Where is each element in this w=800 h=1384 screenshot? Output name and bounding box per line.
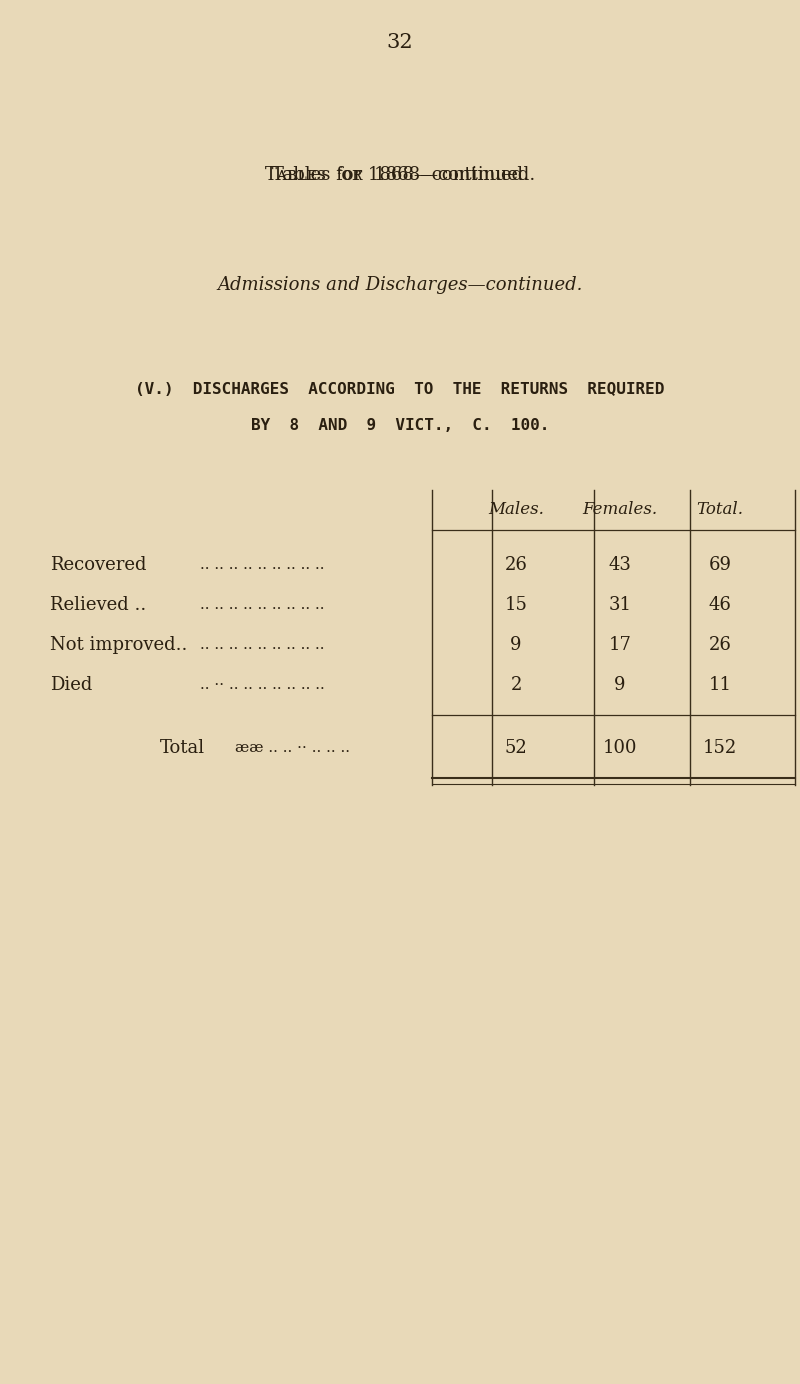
Text: Relieved ..: Relieved ..: [50, 597, 146, 614]
Text: 9: 9: [614, 675, 626, 693]
Text: .. ·· .. .. .. .. .. .. ..: .. ·· .. .. .. .. .. .. ..: [200, 678, 325, 692]
Text: .. .. .. .. .. .. .. .. ..: .. .. .. .. .. .. .. .. ..: [200, 558, 325, 572]
Text: 26: 26: [709, 637, 731, 655]
Text: 9: 9: [510, 637, 522, 655]
Text: .. .. .. .. .. .. .. .. ..: .. .. .. .. .. .. .. .. ..: [200, 638, 325, 652]
Text: (V.)  DISCHARGES  ACCORDING  TO  THE  RETURNS  REQUIRED: (V.) DISCHARGES ACCORDING TO THE RETURNS…: [135, 382, 665, 397]
Text: 11: 11: [709, 675, 731, 693]
Text: 32: 32: [386, 32, 414, 51]
Text: Admissions and Discharges—continued.: Admissions and Discharges—continued.: [218, 275, 582, 293]
Text: BY  8  AND  9  VICT.,  C.  100.: BY 8 AND 9 VICT., C. 100.: [251, 418, 549, 432]
Text: Total: Total: [160, 739, 205, 757]
Text: 2: 2: [510, 675, 522, 693]
Text: 26: 26: [505, 556, 527, 574]
Text: ææ .. .. ·· .. .. ..: ææ .. .. ·· .. .. ..: [235, 740, 350, 756]
Text: 31: 31: [609, 597, 631, 614]
Text: Total.: Total.: [697, 501, 743, 519]
Text: Died: Died: [50, 675, 92, 693]
Text: 100: 100: [602, 739, 638, 757]
Text: Tables for 1868—continued.: Tables for 1868—continued.: [271, 166, 529, 184]
Text: 69: 69: [709, 556, 731, 574]
Text: Not improved..: Not improved..: [50, 637, 187, 655]
Text: .. .. .. .. .. .. .. .. ..: .. .. .. .. .. .. .. .. ..: [200, 598, 325, 612]
Text: 46: 46: [709, 597, 731, 614]
Text: Males.: Males.: [488, 501, 544, 519]
Text: 52: 52: [505, 739, 527, 757]
Text: Tᴀʙʟᴇѕ  ᶠᴏʀ  1868—continued.: Tᴀʙʟᴇѕ ᶠᴏʀ 1868—continued.: [265, 166, 535, 184]
Text: Recovered: Recovered: [50, 556, 146, 574]
Text: 17: 17: [609, 637, 631, 655]
Text: 43: 43: [609, 556, 631, 574]
Text: 15: 15: [505, 597, 527, 614]
Text: Females.: Females.: [582, 501, 658, 519]
Text: 152: 152: [703, 739, 737, 757]
